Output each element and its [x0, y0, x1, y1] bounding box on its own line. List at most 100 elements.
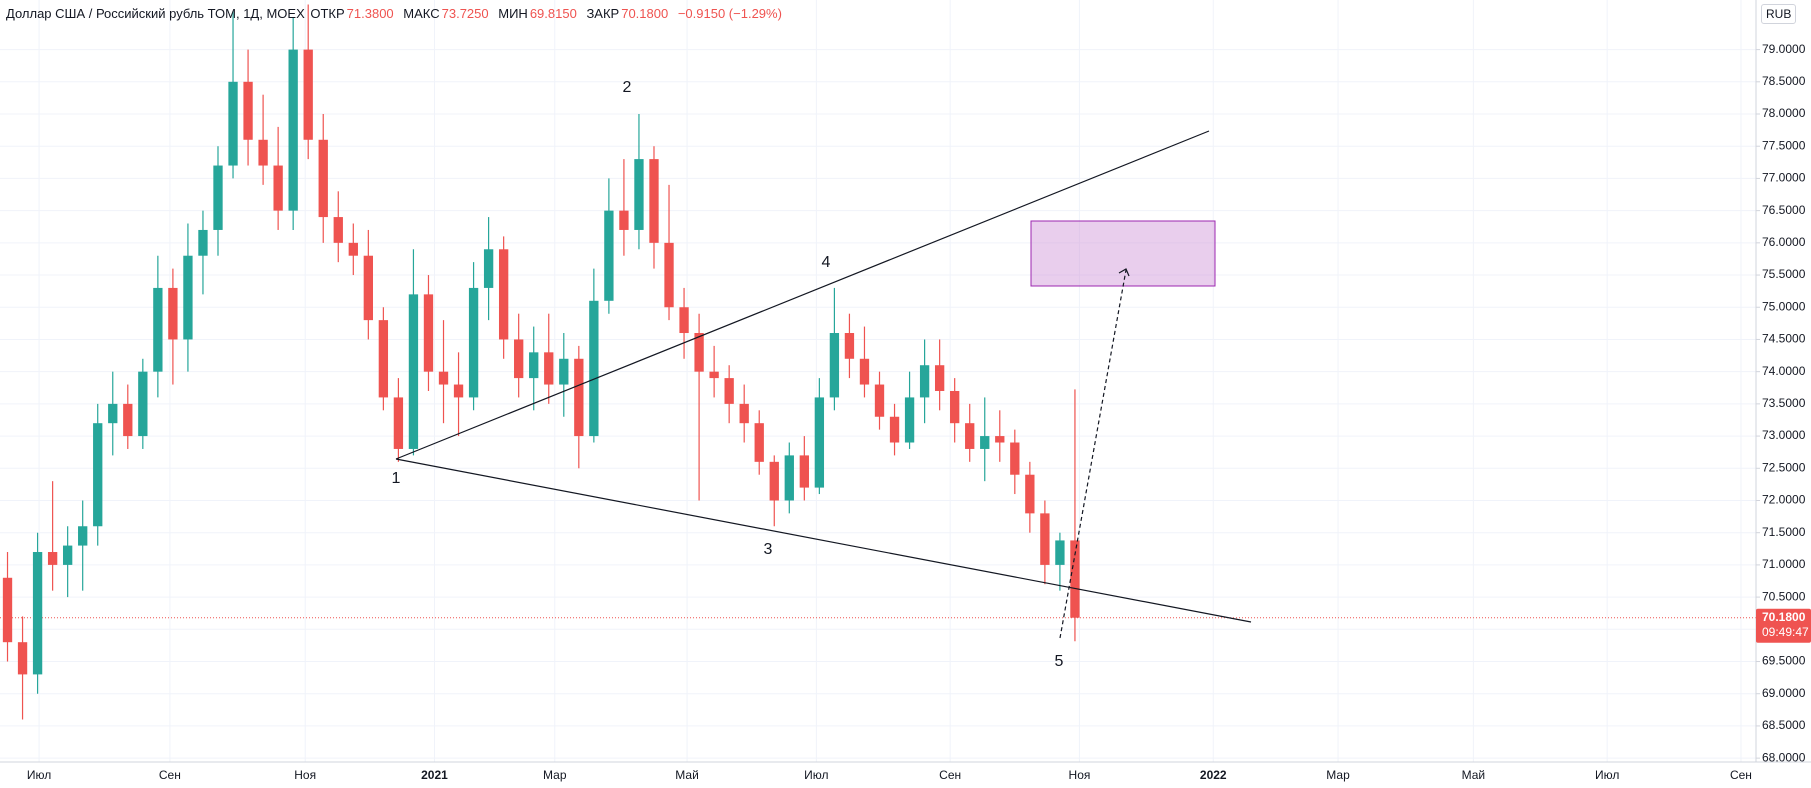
- target-box: [1030, 220, 1216, 287]
- candle-body: [468, 287, 479, 398]
- wave-label: 4: [822, 254, 831, 271]
- x-tick-label: Май: [1462, 768, 1486, 782]
- field-label: ОТКР: [310, 6, 345, 21]
- y-tick-label: 78.5000: [1762, 74, 1806, 88]
- x-tick-label: Сен: [1730, 768, 1752, 782]
- y-tick-label: 72.0000: [1762, 493, 1806, 507]
- y-tick-label: 75.5000: [1762, 267, 1806, 281]
- candle-body: [108, 403, 118, 424]
- candle-body: [799, 455, 809, 488]
- candle-body: [784, 455, 794, 501]
- currency-button[interactable]: RUB: [1761, 4, 1797, 24]
- wave-label: 2: [623, 79, 632, 96]
- candle-body: [198, 229, 208, 256]
- change: −0.9150 (−1.29%): [677, 6, 782, 21]
- candle-body: [78, 526, 88, 546]
- candle-body: [950, 390, 960, 424]
- candle-body: [1055, 540, 1065, 565]
- legend-header: Доллар США / Российский рубль ТОМ, 1Д, M…: [6, 6, 788, 21]
- x-tick-label: 2022: [1200, 768, 1227, 782]
- y-tick-label: 68.5000: [1762, 718, 1806, 732]
- candle-body: [544, 352, 554, 385]
- y-tick-label: 70.5000: [1762, 589, 1806, 603]
- candle-body: [965, 423, 975, 449]
- countdown: 09:49:47: [1762, 625, 1809, 639]
- y-tick-label: 78.0000: [1762, 106, 1806, 120]
- candles: [2, 4, 1080, 720]
- candle-body: [47, 552, 58, 565]
- x-tick-label: Июл: [804, 768, 828, 782]
- candle-body: [514, 339, 524, 379]
- y-tick-label: 68.0000: [1762, 750, 1806, 764]
- y-tick-label: 74.5000: [1762, 332, 1806, 346]
- y-tick-label: 73.0000: [1762, 428, 1806, 442]
- candle-body: [604, 210, 614, 301]
- trend-line: [395, 458, 1252, 623]
- candle-body: [859, 358, 870, 385]
- wave-label: 3: [764, 541, 773, 558]
- candle-body: [62, 545, 73, 565]
- candle-body: [123, 403, 133, 437]
- candle-body: [2, 577, 13, 643]
- candle-body: [318, 139, 328, 218]
- candle-body: [574, 358, 584, 437]
- candle-body: [228, 81, 238, 166]
- field-value: 71.3800: [346, 6, 394, 21]
- candle-body: [498, 249, 509, 340]
- candle-body: [1010, 442, 1020, 475]
- candle-body: [138, 371, 148, 437]
- last-price-label: 70.1800: [1762, 610, 1806, 624]
- candle-body: [844, 333, 855, 359]
- x-tick-label: Сен: [159, 768, 181, 782]
- candle-body: [889, 416, 900, 443]
- price-axis-bg: [1756, 0, 1811, 788]
- candle-body: [483, 249, 494, 288]
- y-tick-label: 76.5000: [1762, 203, 1806, 217]
- candle-body: [679, 307, 689, 334]
- candle-body: [619, 210, 629, 230]
- field-label: МИН: [498, 6, 528, 21]
- candle-body: [348, 242, 358, 256]
- candle-body: [1040, 513, 1050, 565]
- candle-body: [17, 642, 28, 675]
- candle-body: [589, 300, 599, 437]
- candle-body: [664, 242, 674, 308]
- candle-body: [814, 397, 825, 488]
- y-tick-label: 69.5000: [1762, 654, 1806, 668]
- candle-body: [183, 255, 193, 340]
- candle-body: [1070, 540, 1080, 618]
- candle-body: [258, 139, 268, 166]
- field-label: МАКС: [403, 6, 440, 21]
- candle-body: [694, 333, 704, 372]
- candle-body: [634, 159, 644, 230]
- wave-label: 5: [1055, 653, 1064, 670]
- y-tick-label: 69.0000: [1762, 686, 1806, 700]
- candle-body: [243, 81, 253, 140]
- candle-body: [93, 423, 103, 527]
- candle-body: [288, 49, 298, 211]
- candle-body: [168, 287, 178, 340]
- y-tick-label: 72.5000: [1762, 460, 1806, 474]
- y-tick-label: 75.0000: [1762, 299, 1806, 313]
- y-tick-label: 77.5000: [1762, 138, 1806, 152]
- y-tick-label: 71.0000: [1762, 557, 1806, 571]
- candle-body: [980, 436, 990, 449]
- candle-body: [559, 358, 569, 385]
- symbol-title: Доллар США / Российский рубль ТОМ, 1Д, M…: [6, 6, 305, 21]
- field-value: 70.1800: [621, 6, 669, 21]
- x-tick-label: Мар: [1326, 768, 1350, 782]
- field-value: 69.8150: [529, 6, 577, 21]
- candle-body: [32, 552, 43, 675]
- y-tick-label: 79.0000: [1762, 42, 1806, 56]
- candle-body: [529, 352, 539, 379]
- candle-body: [303, 49, 313, 140]
- x-tick-label: Май: [675, 768, 699, 782]
- last-price-tag: [1756, 608, 1811, 643]
- x-tick-label: Ноя: [1069, 768, 1091, 782]
- candle-body: [333, 217, 343, 243]
